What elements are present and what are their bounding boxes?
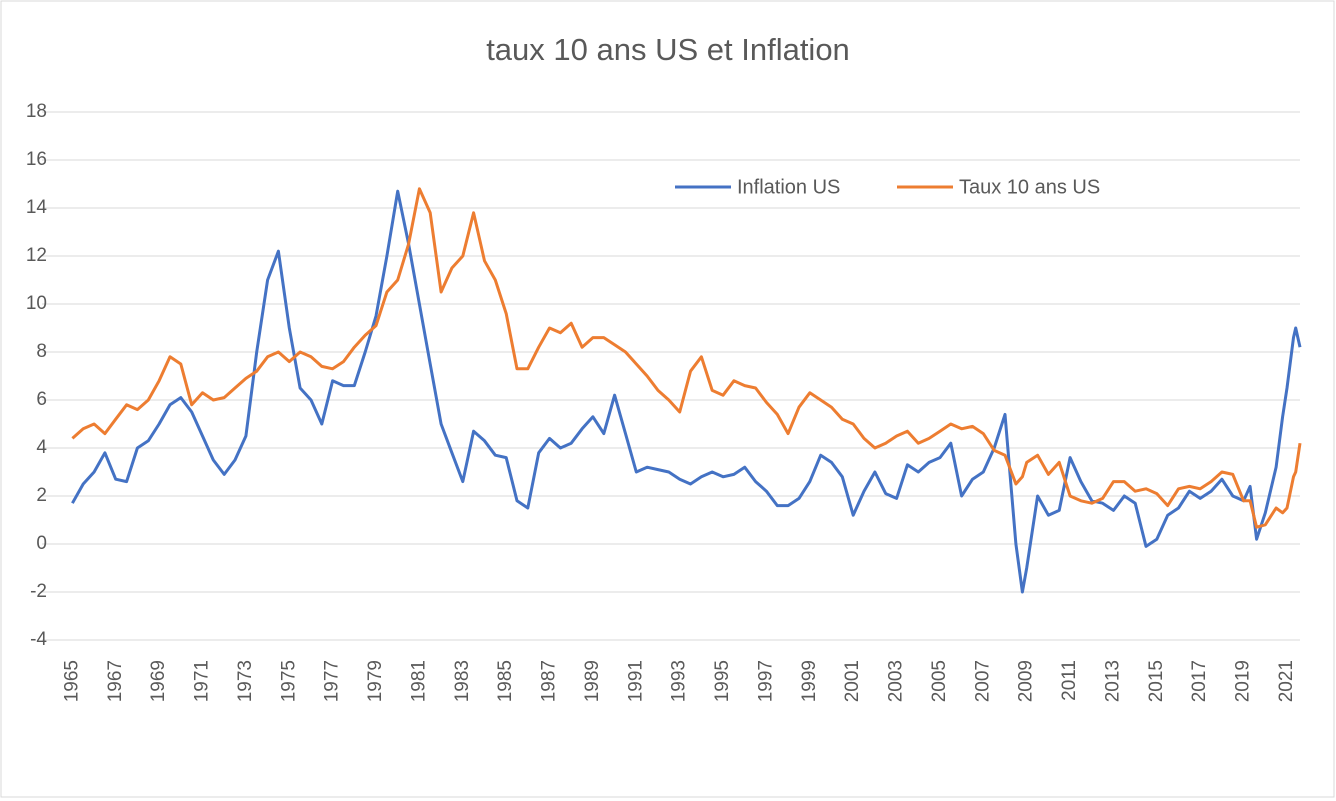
x-tick-label: 1967 xyxy=(105,660,126,702)
y-tick-label: 6 xyxy=(36,389,47,410)
y-tick-label: 8 xyxy=(36,341,47,362)
x-tick-label: 2013 xyxy=(1102,660,1123,702)
x-tick-label: 1995 xyxy=(712,660,733,702)
y-tick-label: 10 xyxy=(26,293,47,314)
x-tick-label: 1983 xyxy=(452,660,473,702)
x-tick-label: 1977 xyxy=(322,660,343,702)
x-tick-label: 1997 xyxy=(755,660,776,702)
chart-title: taux 10 ans US et Inflation xyxy=(486,32,850,67)
y-tick-label: 4 xyxy=(36,437,47,458)
x-tick-label: 2007 xyxy=(972,660,993,702)
x-tick-label: 1989 xyxy=(582,660,603,702)
legend-label: Inflation US xyxy=(737,176,840,198)
x-tick-label: 2019 xyxy=(1233,660,1254,702)
y-tick-label: 2 xyxy=(36,485,47,506)
x-tick-label: 1979 xyxy=(365,660,386,702)
x-tick-label: 2003 xyxy=(886,660,907,702)
x-tick-label: 2009 xyxy=(1016,660,1037,702)
y-tick-label: 0 xyxy=(36,533,47,554)
y-tick-label: 12 xyxy=(26,245,47,266)
y-tick-label: -2 xyxy=(30,581,47,602)
x-tick-label: 2015 xyxy=(1146,660,1167,702)
y-tick-label: -4 xyxy=(30,629,47,650)
x-tick-label: 1971 xyxy=(192,660,213,702)
series-line xyxy=(71,189,1302,594)
x-tick-label: 1993 xyxy=(669,660,690,702)
x-tick-label: 2017 xyxy=(1189,660,1210,702)
x-tick-label: 2021 xyxy=(1276,660,1297,702)
y-tick-label: 18 xyxy=(26,101,47,122)
legend-label: Taux 10 ans US xyxy=(959,176,1100,198)
x-tick-label: 1975 xyxy=(278,660,299,702)
x-tick-label: 1985 xyxy=(495,660,516,702)
x-tick-label: 2005 xyxy=(929,660,950,702)
x-tick-label: 1991 xyxy=(625,660,646,702)
y-tick-label: 14 xyxy=(26,197,48,218)
x-tick-label: 1999 xyxy=(799,660,820,702)
y-tick-label: 16 xyxy=(26,149,47,170)
x-tick-label: 2011 xyxy=(1059,660,1080,701)
x-tick-label: 1973 xyxy=(235,660,256,702)
x-tick-label: 1965 xyxy=(61,660,82,702)
x-tick-label: 1969 xyxy=(148,660,169,702)
x-tick-label: 1987 xyxy=(539,660,560,702)
x-tick-label: 1981 xyxy=(408,660,429,702)
x-tick-label: 2001 xyxy=(842,660,863,702)
series-line xyxy=(71,187,1302,529)
